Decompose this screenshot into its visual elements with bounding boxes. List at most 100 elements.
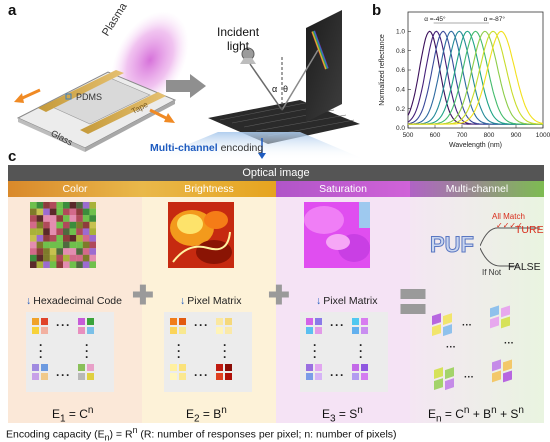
x-tick-label: 900 xyxy=(511,132,522,139)
equals-icon: 〓 xyxy=(398,287,428,320)
matrix-cell xyxy=(179,327,186,334)
reflectance-chart: 500 600 700 800 900 1000 0.0 0.2 0.4 0.6 0.8 1.0 Wav… xyxy=(379,11,550,149)
formula-e1-rest: = C xyxy=(65,407,88,421)
caption-sub: n xyxy=(104,432,110,442)
puf-label: PUF xyxy=(430,232,475,258)
mosaic-pixel xyxy=(82,261,90,268)
matrix-cell xyxy=(216,318,223,325)
stretch-arrow-left xyxy=(14,88,41,103)
formula-en-sub: n xyxy=(436,413,442,425)
multichannel-tile xyxy=(443,313,452,326)
formula-en-rest: = C xyxy=(441,407,464,421)
formula-e3-sup: n xyxy=(357,405,363,416)
multichannel-tile xyxy=(443,324,452,337)
x-tick-label: 700 xyxy=(457,132,468,139)
y-tick-label: 0.2 xyxy=(396,106,405,113)
mosaic-pixel xyxy=(49,215,57,222)
formula-en-sup-b: n xyxy=(491,405,497,416)
pixel-matrix-text-b: Pixel Matrix xyxy=(187,295,242,307)
formula-e1-sub: 1 xyxy=(60,413,66,425)
header-multichannel: Multi-channel xyxy=(410,181,544,197)
panel-a-letter: a xyxy=(8,2,17,19)
matrix-cell xyxy=(32,364,39,371)
y-axis-label: Normalized reflectance xyxy=(379,34,386,106)
matrix-cell xyxy=(170,327,177,334)
multichannel-tile xyxy=(501,316,510,329)
pdms-label: PDMS xyxy=(76,92,103,102)
ellipsis-dots: ··· xyxy=(194,368,209,382)
down-arrow-icon: ↓ xyxy=(26,295,32,307)
alpha-label: α xyxy=(272,84,278,94)
matrix-cell xyxy=(361,327,368,334)
annotation-alpha-87: α =-87° xyxy=(484,15,506,23)
all-match-label: All Match xyxy=(492,212,525,221)
matrix-cell xyxy=(32,373,39,380)
formula-e3-sub: 3 xyxy=(330,413,336,425)
mosaic-pixel xyxy=(76,202,83,209)
mosaic-pixel xyxy=(56,254,64,262)
multichannel-tile xyxy=(445,378,454,391)
formula-e2-main: E xyxy=(186,407,195,421)
mosaic-pixel xyxy=(82,228,90,236)
mosaic-pixel xyxy=(56,221,64,229)
multichannel-tile xyxy=(492,359,501,372)
reflectance-series-line xyxy=(408,30,544,125)
multichannel-tile xyxy=(503,359,512,372)
x-tick-label: 600 xyxy=(430,132,441,139)
matrix-cell xyxy=(170,373,177,380)
panel-b: b 500 600 700 800 900 1000 0.0 0.2 0.4 0.6 0.8 1.0 W… xyxy=(368,0,550,165)
matrix-cell xyxy=(352,327,359,334)
formula-en-sup: n xyxy=(463,405,470,416)
mosaic-pixel xyxy=(30,241,37,249)
mosaic-pixel xyxy=(89,215,96,222)
matrix-cell xyxy=(216,364,223,371)
matrix-cell xyxy=(170,364,177,371)
matrix-cell xyxy=(41,364,48,371)
matrix-brightness: ··· ··· · · · · · · xyxy=(164,312,252,392)
mosaic-pixel xyxy=(69,202,77,209)
matrix-cell xyxy=(352,373,359,380)
matrix-cell xyxy=(216,327,223,334)
mosaic-pixel xyxy=(36,235,44,242)
mosaic-pixel xyxy=(30,254,37,262)
glass-edge xyxy=(18,118,85,152)
panel-a: a xyxy=(0,0,370,165)
mosaic-pixel xyxy=(82,221,90,229)
mosaic-pixel xyxy=(63,208,70,216)
mosaic-pixel xyxy=(82,254,90,262)
tape-strip-bottom xyxy=(80,92,166,134)
matrix-cell xyxy=(87,373,94,380)
mosaic-pixel xyxy=(43,208,50,216)
annotation-alpha-45: α =-45° xyxy=(424,15,446,23)
panel-c: c Optical image Color Brightness Saturat… xyxy=(0,148,550,442)
mosaic-pixel xyxy=(43,221,50,229)
mosaic-pixel xyxy=(76,261,83,268)
matrix-cell xyxy=(87,327,94,334)
mosaic-pixel xyxy=(76,215,83,222)
mosaic-pixel xyxy=(63,221,70,229)
x-tick-label: 1000 xyxy=(536,132,550,139)
multichannel-tile xyxy=(501,305,510,318)
mosaic-pixel xyxy=(82,215,90,222)
encoding-capacity-caption: Encoding capacity (En) = Rn (R: number o… xyxy=(6,425,397,442)
matrix-cell xyxy=(225,364,232,371)
mosaic-pixel xyxy=(89,241,96,249)
mosaic-pixel xyxy=(89,248,96,255)
mosaic-pixel xyxy=(36,208,44,216)
mosaic-pixel xyxy=(49,254,57,262)
mosaic-pixel xyxy=(49,261,57,268)
y-tick-label: 0.6 xyxy=(396,67,405,74)
mosaic-pixel xyxy=(30,221,37,229)
matrix-cell xyxy=(361,364,368,371)
reflected-beam xyxy=(281,49,319,111)
formula-en-s: + S xyxy=(496,407,519,421)
matrix-cell xyxy=(216,373,223,380)
hex-code-label: ↓ Hexadecimal Code xyxy=(26,295,122,307)
pdms-marker xyxy=(65,93,72,100)
mosaic-pixel xyxy=(76,228,83,236)
false-label: FALSE xyxy=(508,261,541,273)
matrix-cell xyxy=(225,373,232,380)
caption-end: (R: number of responses per pixel; n: nu… xyxy=(137,428,397,441)
matrix-cell xyxy=(315,373,322,380)
mosaic-pixel xyxy=(36,202,44,209)
